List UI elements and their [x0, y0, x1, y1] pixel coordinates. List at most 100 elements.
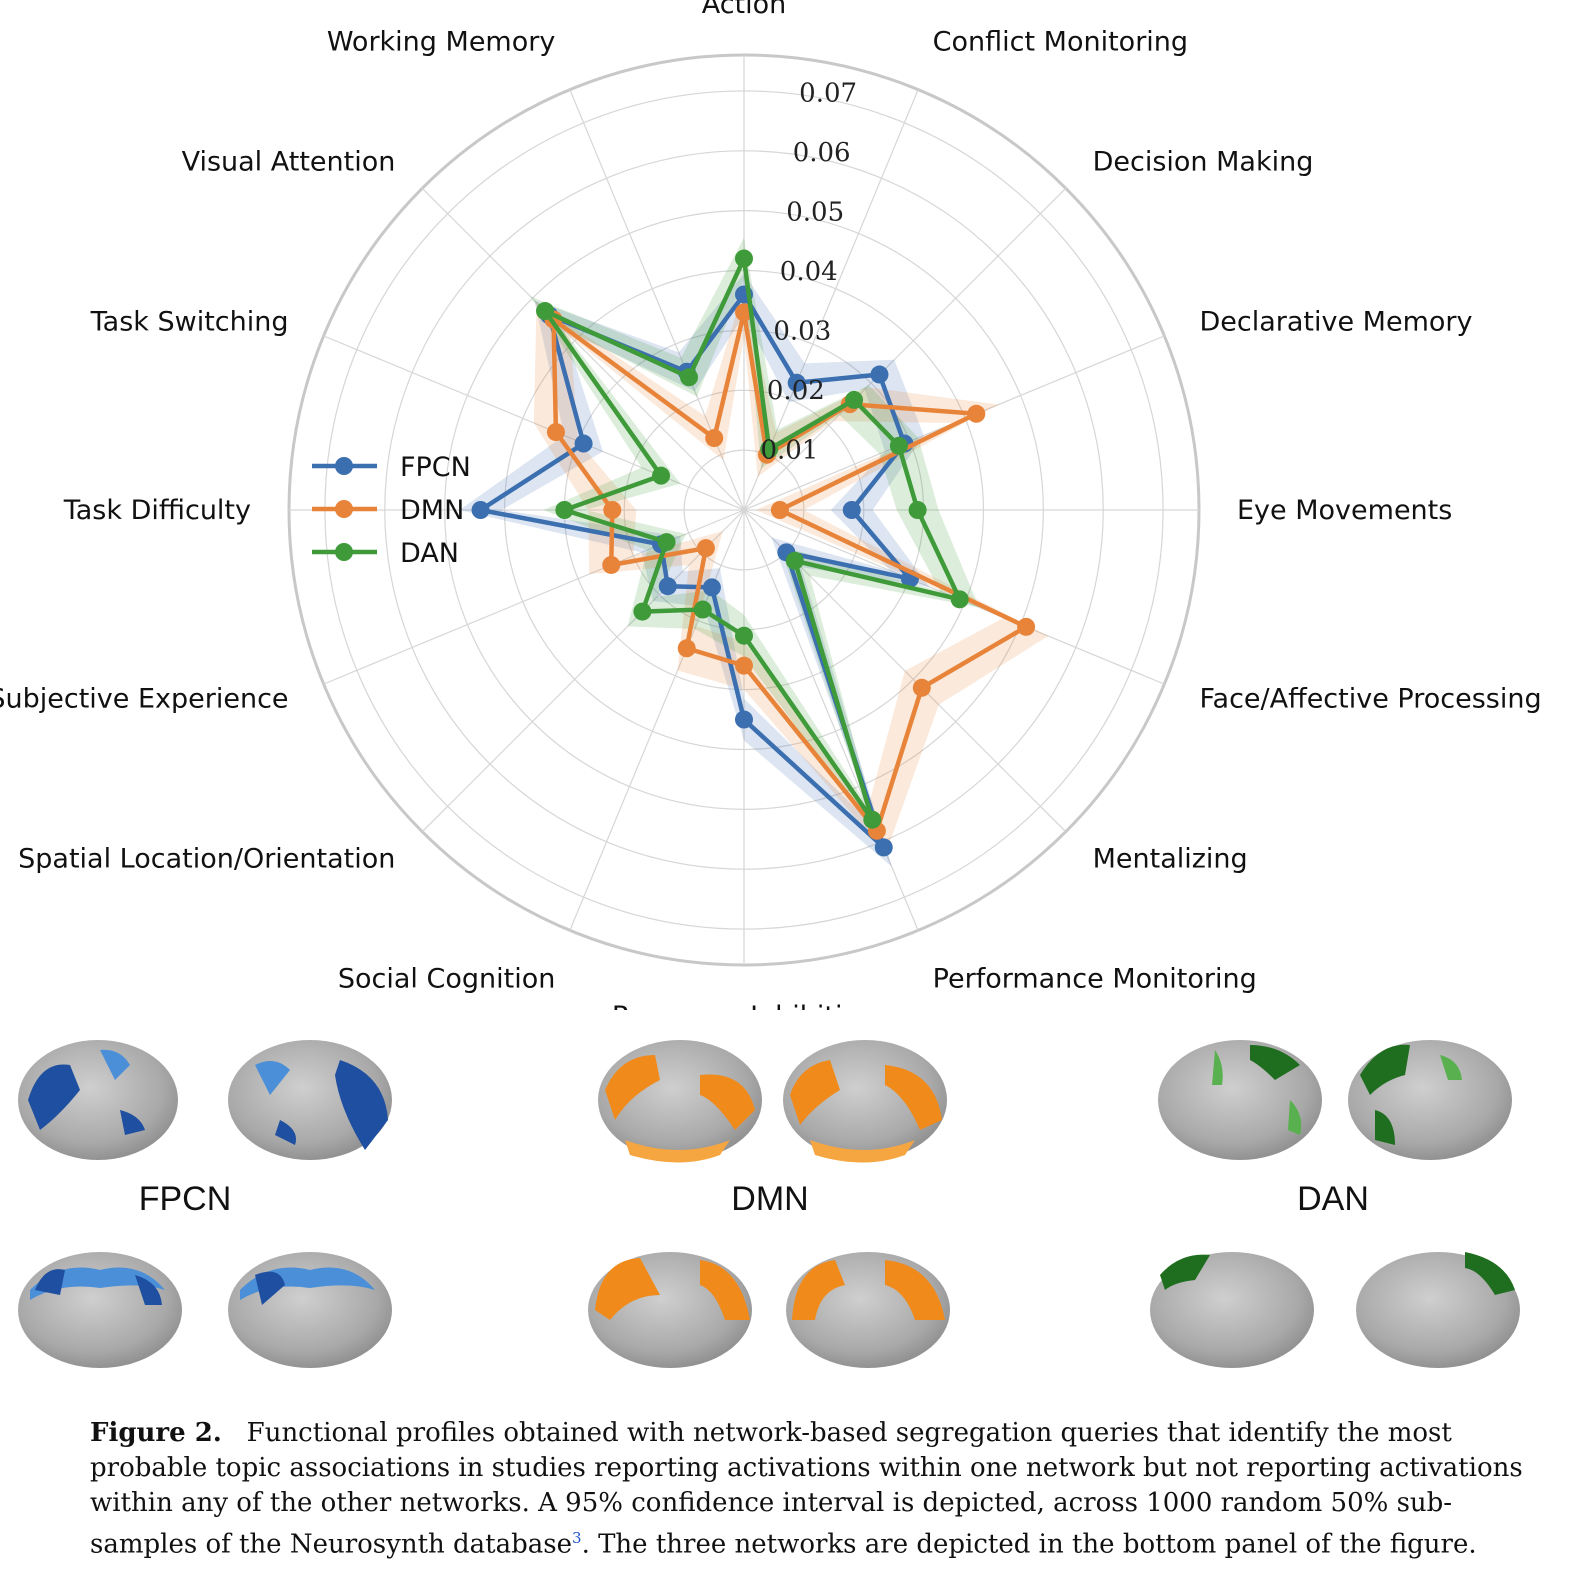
data-point-dan [863, 810, 882, 829]
data-point-dan [633, 602, 652, 621]
axis-label: Face/Affective Processing [1199, 684, 1541, 715]
data-point-dmn [967, 404, 986, 423]
dan-brain-group [1150, 1040, 1520, 1368]
axis-labels: Action Conflict Monitoring Decision Making… [0, 0, 1542, 1010]
legend-label-fpcn: FPCN [400, 452, 471, 483]
dan-title: DAN [1297, 1180, 1369, 1218]
data-point-dmn [912, 678, 931, 697]
data-point-dmn [1017, 617, 1036, 636]
data-point-dan [889, 436, 908, 455]
data-point-fpcn [735, 710, 753, 729]
fpcn-medial-right-brain [228, 1252, 392, 1368]
axis-label: Working Memory [327, 27, 556, 58]
data-point-dan [735, 249, 753, 268]
grid-spoke [743, 187, 1067, 511]
series-lines [471, 249, 1036, 857]
chart-legend: FPCN DMN DAN [312, 452, 471, 569]
data-point-fpcn [874, 838, 893, 857]
radial-tick-label: 0.01 [760, 435, 818, 465]
radial-tick-label: 0.05 [786, 197, 844, 227]
grid-spoke [421, 187, 745, 511]
data-point-dan [845, 390, 864, 409]
dan-medial-right-brain [1356, 1252, 1520, 1368]
radar-grid [287, 53, 1201, 967]
dan-lateral-right-brain [1348, 1040, 1512, 1160]
caption-reference[interactable]: 3 [572, 1529, 582, 1547]
brain-panels [18, 1040, 1520, 1368]
data-point-dan [760, 440, 779, 459]
axis-label: Decision Making [1093, 146, 1314, 177]
fpcn-lateral-left-brain [18, 1040, 178, 1160]
axis-label: Eye Movements [1237, 495, 1452, 526]
axis-label: Task Difficulty [63, 495, 251, 526]
data-point-dan [693, 600, 712, 619]
axis-label: Task Switching [90, 306, 289, 337]
data-point-dmn [602, 555, 621, 574]
axis-label: Action [702, 0, 787, 20]
axis-label: Conflict Monitoring [933, 27, 1188, 58]
radial-tick-label: 0.04 [780, 257, 838, 287]
data-point-dan [657, 533, 676, 552]
grid-spoke [743, 89, 919, 511]
data-point-fpcn [870, 365, 889, 384]
axis-label: Response Inhibition [612, 1001, 876, 1010]
data-point-dmn [770, 501, 789, 519]
grid-spoke [421, 509, 745, 833]
legend-label-dan: DAN [400, 538, 459, 569]
radar-chart: 0.01 0.02 0.03 0.04 0.05 0.06 0.07 Action Confl… [0, 0, 1542, 1010]
radial-tick-label: 0.02 [767, 376, 825, 406]
axis-label: Visual Attention [182, 146, 396, 177]
radial-tick-label: 0.07 [799, 78, 857, 108]
legend-label-dmn: DMN [400, 495, 464, 526]
data-point-dan [536, 302, 555, 321]
caption-tail: . The three networks are depicted in the… [581, 1529, 1477, 1560]
axis-label: Declarative Memory [1199, 306, 1472, 337]
data-point-dan [950, 590, 969, 609]
data-point-dan [785, 551, 804, 570]
axis-label: Social Cognition [338, 963, 555, 994]
fpcn-medial-left-brain [18, 1252, 182, 1368]
data-point-fpcn [842, 501, 861, 519]
data-point-fpcn [574, 434, 593, 453]
data-point-dmn [546, 423, 565, 442]
figure-caption: Figure 2. Functional profiles obtained w… [90, 1416, 1540, 1563]
radial-tick-label: 0.06 [793, 138, 851, 168]
data-point-dmn [696, 539, 715, 558]
data-point-dan [680, 368, 699, 387]
data-point-dan [555, 501, 574, 519]
axis-label: Spatial Location/Orientation [18, 844, 395, 875]
legend-marker-fpcn [335, 457, 353, 475]
axis-label: Mentalizing [1093, 844, 1248, 875]
confidence-band-dan [530, 237, 980, 840]
data-point-fpcn [658, 577, 677, 596]
caption-text: Functional profiles obtained with networ… [90, 1418, 1523, 1560]
data-point-dmn [735, 656, 753, 675]
axis-label: Performance Monitoring [933, 963, 1257, 994]
data-point-fpcn [787, 373, 806, 392]
dmn-lateral-left-brain [598, 1040, 762, 1163]
dan-medial-left-brain [1150, 1252, 1314, 1368]
radial-tick-labels: 0.01 0.02 0.03 0.04 0.05 0.06 0.07 [760, 78, 857, 465]
axis-label: Subjective Experience [0, 684, 289, 715]
confidence-band-dmn [533, 288, 1049, 853]
data-point-dmn [705, 429, 724, 448]
fpcn-title: FPCN [138, 1180, 232, 1218]
radial-tick-label: 0.03 [773, 316, 831, 346]
data-point-fpcn [471, 501, 490, 519]
caption-label: Figure 2. [90, 1418, 222, 1448]
fpcn-brain-group [18, 1040, 392, 1368]
data-point-dan [735, 626, 753, 645]
data-point-dmn [603, 501, 622, 519]
dmn-title: DMN [731, 1180, 809, 1218]
fpcn-lateral-right-brain [228, 1040, 392, 1160]
dan-lateral-left-brain [1158, 1040, 1322, 1160]
legend-marker-dmn [335, 500, 353, 518]
data-point-dan [908, 501, 927, 519]
grid-spoke [323, 335, 745, 511]
dmn-lateral-right-brain [783, 1040, 947, 1163]
data-point-dan [652, 466, 671, 485]
dmn-brain-group [588, 1040, 950, 1368]
legend-marker-dan [335, 543, 353, 561]
dmn-medial-left-brain [588, 1252, 752, 1368]
